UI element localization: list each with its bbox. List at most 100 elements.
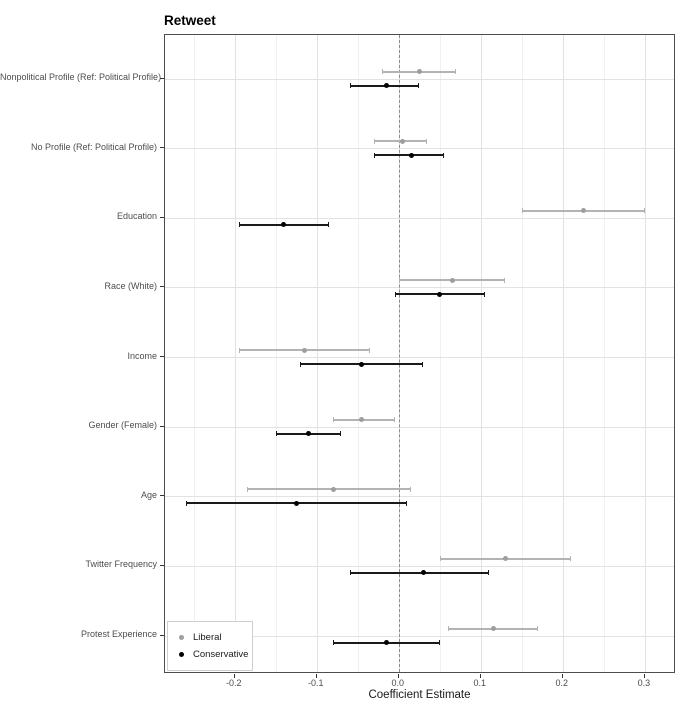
error-bar-cap-liberal <box>333 417 335 423</box>
chart-title: Retweet <box>164 13 216 28</box>
x-axis-tick <box>397 674 399 678</box>
y-axis-label: Education <box>116 211 157 222</box>
x-axis-tick <box>561 674 563 678</box>
error-bar-cap-liberal <box>393 417 395 423</box>
x-axis-tick-label: 0.1 <box>473 678 487 688</box>
y-axis-tick <box>160 286 164 288</box>
point-liberal <box>359 417 365 423</box>
error-bar-cap-liberal <box>570 556 571 562</box>
gridline-major-vertical <box>562 35 564 672</box>
error-bar-cap-conservative <box>418 83 420 88</box>
error-bar-cap-conservative <box>442 152 444 158</box>
y-axis-tick <box>160 147 164 149</box>
gridline-major-horizontal <box>165 148 674 150</box>
y-axis-label: Gender (Female) <box>88 420 157 431</box>
x-axis-tick-label: 0.2 <box>555 678 569 688</box>
y-axis-label: Protest Experience <box>80 629 157 639</box>
point-conservative <box>437 291 443 297</box>
point-conservative <box>408 152 414 158</box>
error-bar-cap-conservative <box>328 222 330 228</box>
x-axis-tick <box>643 674 645 678</box>
legend-label-liberal: Liberal <box>193 632 222 643</box>
y-axis-label: Income <box>127 350 157 361</box>
error-bar-cap-liberal <box>374 138 376 144</box>
error-bar-cap-liberal <box>247 486 249 492</box>
point-conservative <box>281 222 287 228</box>
gridline-minor-vertical <box>275 35 277 672</box>
gridline-minor-vertical <box>439 35 441 672</box>
x-axis-tick-label: 0.0 <box>391 678 404 688</box>
error-bar-cap-liberal <box>439 556 441 562</box>
y-axis-tick <box>160 634 164 636</box>
point-liberal <box>502 556 508 562</box>
point-liberal <box>330 486 336 492</box>
error-bar-cap-conservative <box>349 83 351 88</box>
error-bar-cap-conservative <box>340 431 342 437</box>
error-bar-cap-liberal <box>410 486 412 492</box>
y-axis-label: Age <box>140 489 157 500</box>
y-axis-label: Race (White) <box>104 280 157 291</box>
error-bar-cap-liberal <box>369 347 371 353</box>
error-bar-cap-conservative <box>438 640 440 645</box>
point-conservative <box>383 640 389 645</box>
x-axis-tick-label: -0.2 <box>225 678 242 688</box>
error-bar-cap-conservative <box>333 640 335 645</box>
error-bar-cap-conservative <box>349 570 351 576</box>
conservative-dot-icon <box>179 652 184 657</box>
y-axis-label: Nonpolitical Profile (Ref: Political Pro… <box>0 72 162 82</box>
gridline-major-horizontal <box>165 357 674 358</box>
point-conservative <box>383 83 389 88</box>
error-bar-cap-liberal <box>426 138 428 144</box>
error-bar-cap-liberal <box>504 277 506 283</box>
gridline-major-vertical <box>480 35 482 672</box>
point-liberal <box>490 626 496 631</box>
y-axis-label: Twitter Frequency <box>85 559 157 570</box>
y-axis-tick <box>160 495 164 497</box>
error-bar-cap-liberal <box>455 69 457 74</box>
error-bar-cap-conservative <box>487 570 489 576</box>
error-bar-cap-liberal <box>398 277 400 283</box>
y-axis-tick <box>160 356 164 357</box>
gridline-major-horizontal <box>165 287 674 289</box>
error-bar-cap-liberal <box>382 69 384 74</box>
plot-panel <box>164 34 675 673</box>
y-axis-tick <box>160 564 164 566</box>
error-bar-cap-conservative <box>483 291 485 297</box>
gridline-major-horizontal <box>165 217 674 219</box>
x-axis-tick <box>315 674 317 678</box>
error-bar-cap-liberal <box>643 208 645 214</box>
gridline-minor-vertical <box>603 35 605 672</box>
legend: Liberal Conservative <box>167 621 253 671</box>
error-bar-cap-liberal <box>537 626 539 631</box>
point-liberal <box>301 347 307 353</box>
gridline-minor-vertical <box>521 35 523 672</box>
y-axis-tick <box>160 77 164 79</box>
y-axis-tick <box>160 425 164 427</box>
point-conservative <box>306 431 312 437</box>
gridline-major-vertical <box>234 35 236 672</box>
y-axis-label: No Profile (Ref: Political Profile) <box>30 141 157 152</box>
gridline-major-horizontal <box>165 78 674 80</box>
error-bar-cap-conservative <box>394 291 396 297</box>
error-bar-cap-liberal <box>521 208 523 214</box>
error-bar-cap-conservative <box>238 222 240 228</box>
error-bar-liberal <box>247 488 412 491</box>
error-bar-cap-conservative <box>405 500 407 506</box>
gridline-major-horizontal <box>165 635 674 637</box>
x-axis-tick <box>233 674 235 678</box>
point-liberal <box>400 138 406 144</box>
point-conservative <box>359 361 365 367</box>
gridline-major-horizontal <box>165 496 674 498</box>
error-bar-conservative <box>349 571 489 574</box>
error-bar-cap-conservative <box>422 361 424 367</box>
error-bar-cap-liberal <box>238 347 240 353</box>
x-axis-tick-label: 0.3 <box>637 678 651 688</box>
error-bar-cap-conservative <box>374 152 376 158</box>
point-liberal <box>449 277 455 283</box>
point-conservative <box>420 570 426 576</box>
legend-label-conservative: Conservative <box>193 649 249 660</box>
gridline-minor-vertical <box>357 35 359 672</box>
y-axis-tick <box>160 216 164 218</box>
point-liberal <box>580 208 586 214</box>
